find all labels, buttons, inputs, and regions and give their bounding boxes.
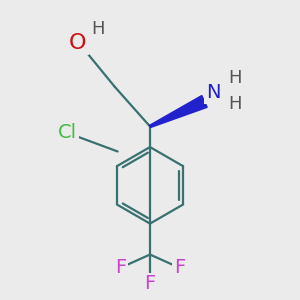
- Text: F: F: [174, 258, 185, 277]
- Text: F: F: [115, 258, 126, 277]
- Text: H: H: [92, 20, 105, 38]
- Text: N: N: [206, 83, 220, 102]
- Polygon shape: [149, 95, 207, 128]
- Text: Cl: Cl: [58, 123, 77, 142]
- Text: O: O: [69, 32, 87, 52]
- Text: H: H: [229, 95, 242, 113]
- Text: H: H: [229, 69, 242, 87]
- Text: F: F: [144, 274, 156, 293]
